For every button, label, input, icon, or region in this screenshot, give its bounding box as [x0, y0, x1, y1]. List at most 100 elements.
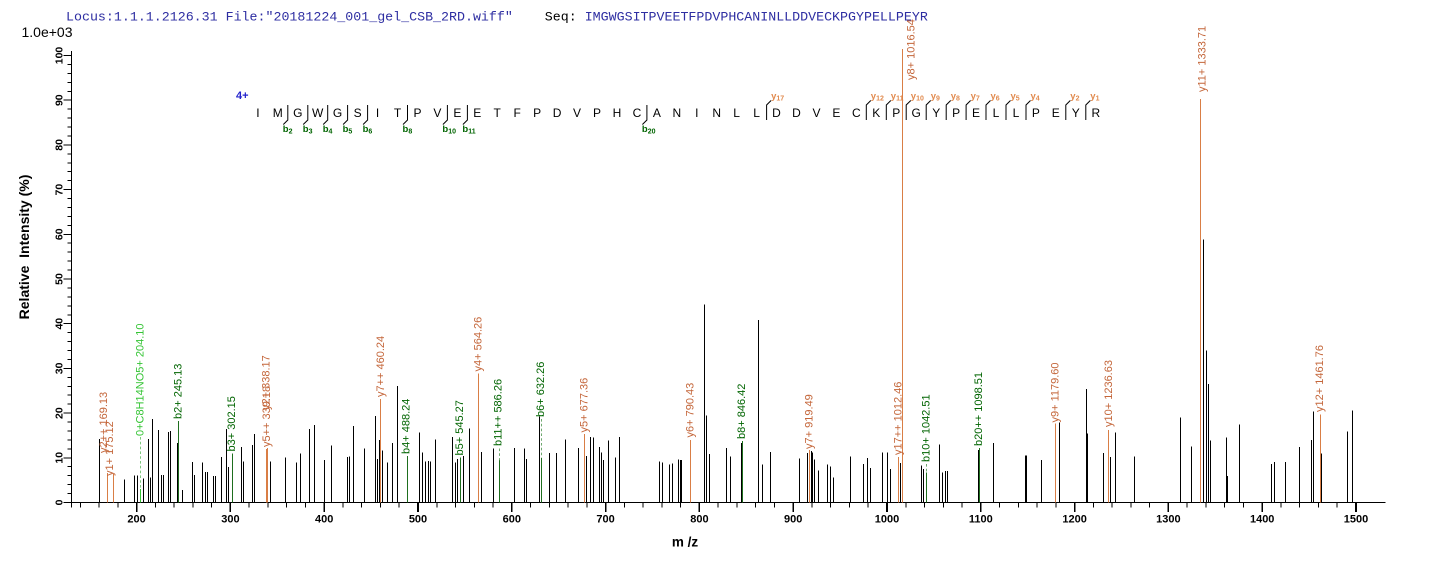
svg-text:b20: b20	[642, 124, 656, 136]
svg-text:b11: b11	[462, 124, 475, 136]
svg-text:y5: y5	[1011, 91, 1020, 103]
svg-text:b4: b4	[323, 124, 333, 136]
svg-text:40: 40	[54, 318, 66, 330]
svg-text:700: 700	[596, 514, 614, 526]
svg-text:70: 70	[54, 184, 66, 196]
svg-text:1100: 1100	[969, 514, 993, 526]
svg-text:Y: Y	[932, 106, 940, 120]
svg-text:M: M	[273, 106, 283, 120]
svg-text:C: C	[633, 106, 642, 120]
svg-text:G: G	[333, 106, 342, 120]
svg-text:L: L	[1013, 106, 1020, 120]
svg-text:b4+ 488.24: b4+ 488.24	[401, 399, 413, 454]
svg-text:y2++ 169.13: y2++ 169.13	[98, 392, 110, 453]
svg-text:y17++ 1012.46: y17++ 1012.46	[893, 382, 905, 455]
svg-text:1400: 1400	[1250, 514, 1274, 526]
svg-text:20: 20	[54, 407, 66, 419]
svg-text:90: 90	[54, 94, 66, 106]
svg-text:b5: b5	[343, 124, 353, 136]
svg-text:60: 60	[54, 228, 66, 240]
svg-text:D: D	[772, 106, 781, 120]
svg-text:L: L	[733, 106, 740, 120]
svg-text:y11+ 1333.71: y11+ 1333.71	[1197, 26, 1209, 92]
svg-text:y8: y8	[951, 91, 960, 103]
svg-text:y5+ 677.36: y5+ 677.36	[578, 378, 590, 433]
svg-text:1300: 1300	[1156, 514, 1180, 526]
svg-text:Y: Y	[1072, 106, 1080, 120]
svg-text:N: N	[672, 106, 681, 120]
svg-text:b8: b8	[403, 124, 413, 136]
svg-text:I: I	[695, 106, 698, 120]
svg-text:y7: y7	[971, 91, 980, 103]
svg-text:600: 600	[503, 514, 521, 526]
svg-text:500: 500	[409, 514, 427, 526]
svg-text:R: R	[1091, 106, 1100, 120]
svg-text:P: P	[892, 106, 900, 120]
svg-text:b6: b6	[363, 124, 373, 136]
svg-text:y6+ 790.43: y6+ 790.43	[684, 383, 696, 438]
svg-text:L: L	[753, 106, 760, 120]
svg-text:E: E	[1052, 106, 1060, 120]
svg-text:m /z: m /z	[672, 535, 699, 550]
svg-text:V: V	[433, 106, 441, 120]
svg-text:y7++ 460.24: y7++ 460.24	[375, 336, 387, 397]
svg-text:b3+ 302.15: b3+ 302.15	[226, 396, 238, 451]
svg-text:y9: y9	[931, 91, 940, 103]
svg-text:b2: b2	[283, 124, 293, 136]
svg-text:100: 100	[54, 47, 66, 65]
svg-text:W: W	[312, 106, 324, 120]
svg-text:I: I	[256, 106, 259, 120]
svg-text:800: 800	[690, 514, 708, 526]
svg-text:y1+ 175.12: y1+ 175.12	[104, 421, 116, 476]
svg-text:b10+ 1042.51: b10+ 1042.51	[921, 394, 933, 462]
svg-text:b11++ 586.26: b11++ 586.26	[493, 379, 505, 446]
svg-text:b6+ 632.26: b6+ 632.26	[535, 362, 547, 417]
svg-text:200: 200	[127, 514, 145, 526]
svg-text:F: F	[514, 106, 521, 120]
svg-text:T: T	[394, 106, 402, 120]
svg-text:4+: 4+	[236, 90, 249, 102]
svg-text:y2: y2	[1070, 91, 1079, 103]
svg-text:G: G	[912, 106, 921, 120]
svg-text:G: G	[293, 106, 302, 120]
svg-text:H: H	[613, 106, 622, 120]
svg-text:y10: y10	[911, 91, 924, 103]
svg-text:P: P	[1032, 106, 1040, 120]
svg-text:0+C8H14NO5+ 204.10: 0+C8H14NO5+ 204.10	[134, 323, 146, 436]
svg-text:P: P	[593, 106, 601, 120]
svg-text:T: T	[494, 106, 502, 120]
svg-text:D: D	[553, 106, 562, 120]
svg-text:80: 80	[54, 139, 66, 151]
svg-text:50: 50	[54, 273, 66, 285]
svg-text:y11: y11	[891, 91, 904, 103]
svg-text:y12+ 1461.76: y12+ 1461.76	[1314, 345, 1326, 412]
svg-text:V: V	[812, 106, 820, 120]
svg-text:y10+ 1236.63: y10+ 1236.63	[1103, 360, 1115, 427]
svg-text:y17: y17	[771, 91, 784, 103]
svg-text:y6: y6	[991, 91, 1000, 103]
svg-text:y9+ 1179.60: y9+ 1179.60	[1050, 362, 1062, 422]
svg-text:K: K	[872, 106, 880, 120]
svg-text:b2+ 245.13: b2+ 245.13	[173, 364, 185, 419]
svg-text:A: A	[653, 106, 661, 120]
svg-text:E: E	[473, 106, 481, 120]
svg-text:y4+ 564.26: y4+ 564.26	[472, 317, 484, 372]
svg-text:P: P	[952, 106, 960, 120]
svg-text:b3: b3	[303, 124, 313, 136]
svg-text:V: V	[573, 106, 581, 120]
svg-text:y7+ 919.49: y7+ 919.49	[804, 394, 816, 449]
svg-text:1000: 1000	[875, 514, 899, 526]
svg-text:b8+ 846.42: b8+ 846.42	[736, 384, 748, 439]
svg-text:C: C	[852, 106, 861, 120]
svg-text:1200: 1200	[1062, 514, 1086, 526]
svg-text:y5++ 339.18: y5++ 339.18	[261, 386, 273, 447]
svg-text:S: S	[354, 106, 362, 120]
svg-text:1.0e+03: 1.0e+03	[22, 24, 73, 40]
svg-text:30: 30	[54, 362, 66, 374]
svg-text:Locus:1.1.1.2126.31 File:"2018: Locus:1.1.1.2126.31 File:"20181224_001_g…	[66, 10, 928, 25]
svg-text:y4: y4	[1031, 91, 1040, 103]
svg-text:L: L	[993, 106, 1000, 120]
svg-text:1500: 1500	[1344, 514, 1368, 526]
svg-text:E: E	[972, 106, 980, 120]
svg-text:b5+ 545.27: b5+ 545.27	[454, 400, 466, 455]
